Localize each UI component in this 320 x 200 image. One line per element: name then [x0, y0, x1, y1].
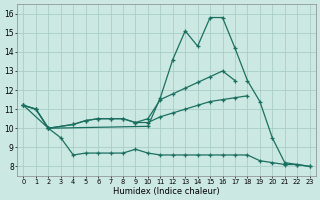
- X-axis label: Humidex (Indice chaleur): Humidex (Indice chaleur): [113, 187, 220, 196]
